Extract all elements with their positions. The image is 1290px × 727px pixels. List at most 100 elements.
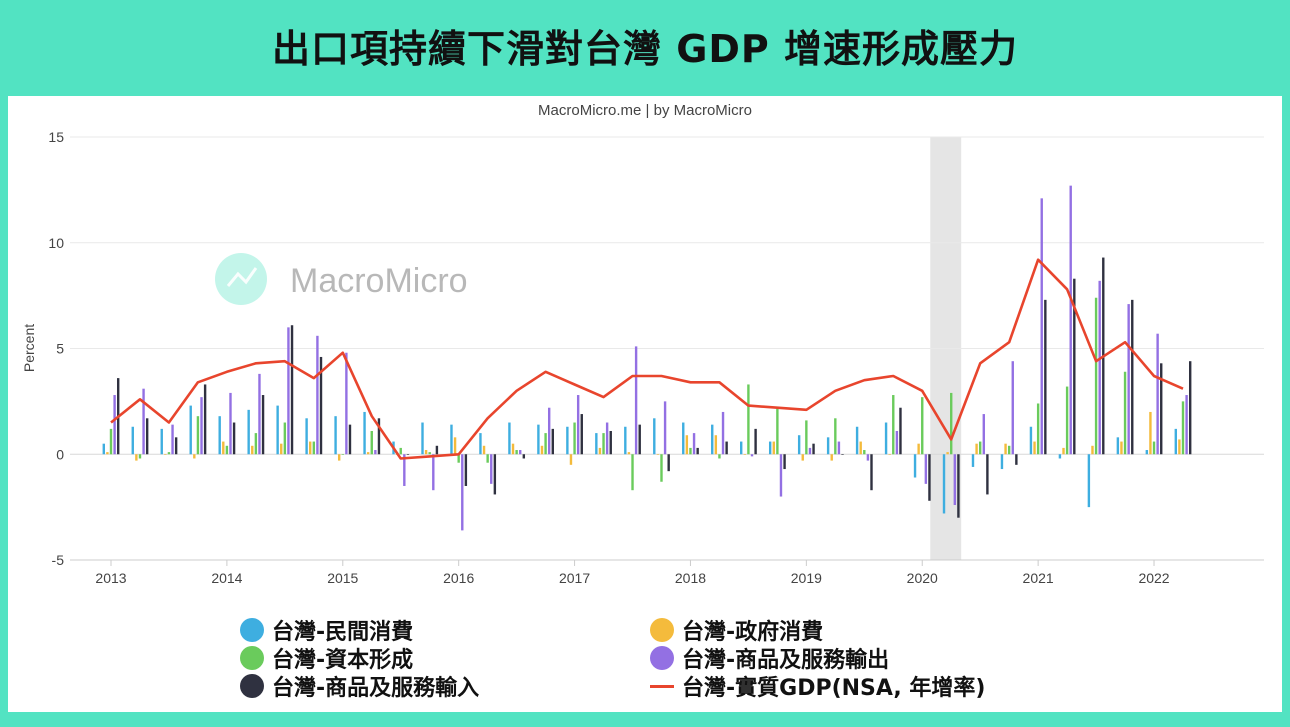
bar-government-consumption (337, 454, 341, 461)
bar-capital-formation (805, 420, 808, 455)
bar-exports (519, 450, 522, 455)
bar-government-consumption (1120, 441, 1123, 455)
bar-exports (1040, 198, 1043, 455)
bar-imports (667, 454, 670, 472)
bar-private-consumption (160, 428, 163, 455)
bar-government-consumption (540, 445, 544, 455)
bar-capital-formation (225, 445, 229, 455)
bar-government-consumption (772, 441, 775, 455)
bar-private-consumption (508, 422, 511, 455)
chart-panel: MacroMicro.me | by MacroMicro -5 0 5 10 15 Pe… (8, 96, 1282, 712)
bar-exports (1185, 395, 1188, 455)
bar-exports (779, 454, 783, 497)
bar-imports (435, 445, 439, 455)
bar-private-consumption (768, 441, 772, 455)
bar-capital-formation (341, 454, 344, 455)
legend-item[interactable]: 台灣-商品及服務輸出 (650, 642, 889, 674)
bar-exports (345, 352, 348, 455)
legend-item[interactable]: 台灣-資本形成 (240, 642, 413, 674)
bar-imports (261, 395, 265, 455)
bar-capital-formation (399, 447, 402, 455)
bar-exports (490, 454, 493, 484)
bar-imports (580, 414, 583, 455)
bar-capital-formation (747, 384, 750, 455)
bar-exports (634, 346, 638, 455)
bar-capital-formation (1036, 403, 1040, 455)
bar-government-consumption (975, 443, 978, 455)
bar-private-consumption (913, 454, 917, 478)
bar-government-consumption (627, 452, 631, 455)
x-tick-label: 2016 (443, 570, 474, 586)
bar-private-consumption (1000, 454, 1004, 470)
bar-imports (1015, 454, 1018, 465)
bar-capital-formation (196, 416, 200, 455)
bar-capital-formation (167, 452, 171, 455)
bar-private-consumption (1145, 450, 1149, 455)
bar-capital-formation (892, 395, 895, 455)
bar-capital-formation (370, 430, 373, 455)
bar-government-consumption (251, 445, 254, 455)
bar-private-consumption (450, 424, 453, 455)
legend-label: 台灣-實質GDP(NSA, 年增率) (682, 676, 986, 701)
bar-exports (837, 441, 841, 455)
bar-imports (203, 384, 207, 455)
bar-private-consumption (942, 454, 946, 514)
chart-legend: 台灣-民間消費 台灣-政府消費台灣-資本形成 台灣-商品及服務輸出台灣-商品及服務輸… (8, 614, 1282, 704)
legend-dot-icon (650, 618, 674, 642)
bar-imports (928, 454, 931, 501)
y-tick-label: 0 (56, 446, 64, 462)
bar-private-consumption (537, 424, 540, 455)
bar-imports (899, 407, 902, 455)
legend-item[interactable]: 台灣-商品及服務輸入 (240, 670, 479, 702)
bar-private-consumption (189, 405, 192, 455)
legend-item[interactable]: 台灣-政府消費 (650, 614, 823, 646)
x-tick-label: 2013 (95, 570, 126, 586)
bar-private-consumption (566, 426, 569, 455)
bar-private-consumption (855, 426, 859, 455)
chart-svg: -5 0 5 10 15 Percent MacroMicro 2013 2014 2015 201… (21, 129, 1264, 586)
legend-item[interactable]: 台灣-民間消費 (240, 614, 413, 646)
bar-capital-formation (515, 450, 518, 455)
watermark-text: MacroMicro (290, 262, 468, 300)
bar-exports (547, 407, 551, 455)
bar-capital-formation (573, 422, 576, 455)
bar-government-consumption (830, 454, 833, 461)
bar-private-consumption (1029, 426, 1033, 455)
bar-capital-formation (950, 392, 953, 455)
bar-government-consumption (656, 454, 660, 455)
bar-capital-formation (921, 397, 924, 455)
bar-imports (174, 437, 178, 455)
y-tick-label: -5 (52, 552, 65, 568)
bar-imports (232, 422, 236, 455)
bar-government-consumption (280, 443, 283, 455)
bar-capital-formation (602, 433, 605, 455)
bar-imports (812, 443, 815, 455)
bar-exports (316, 335, 319, 455)
bar-exports (605, 422, 609, 455)
bar-private-consumption (653, 418, 656, 455)
bar-exports (200, 397, 203, 455)
bar-exports (403, 454, 406, 486)
bar-private-consumption (1116, 437, 1120, 455)
x-tick-label: 2022 (1138, 570, 1169, 586)
bar-exports (113, 395, 116, 455)
bar-capital-formation (863, 450, 866, 455)
bar-government-consumption (1062, 447, 1065, 455)
bar-imports (1160, 363, 1163, 455)
bar-imports (841, 454, 844, 455)
bar-exports (432, 454, 435, 491)
bar-exports (1011, 361, 1014, 455)
bar-imports (493, 454, 497, 495)
y-tick-label: 5 (56, 341, 64, 357)
bar-exports (461, 454, 464, 531)
legend-label: 台灣-商品及服務輸入 (272, 676, 480, 701)
bar-government-consumption (1149, 411, 1152, 455)
legend-item[interactable]: 台灣-實質GDP(NSA, 年增率) (650, 670, 985, 702)
bar-imports (986, 454, 989, 495)
bar-government-consumption (946, 452, 949, 455)
bar-government-consumption (569, 454, 573, 465)
y-axis-label: Percent (21, 324, 37, 372)
x-tick-label: 2018 (675, 570, 706, 586)
bar-private-consumption (595, 433, 598, 455)
bar-government-consumption (743, 454, 747, 455)
